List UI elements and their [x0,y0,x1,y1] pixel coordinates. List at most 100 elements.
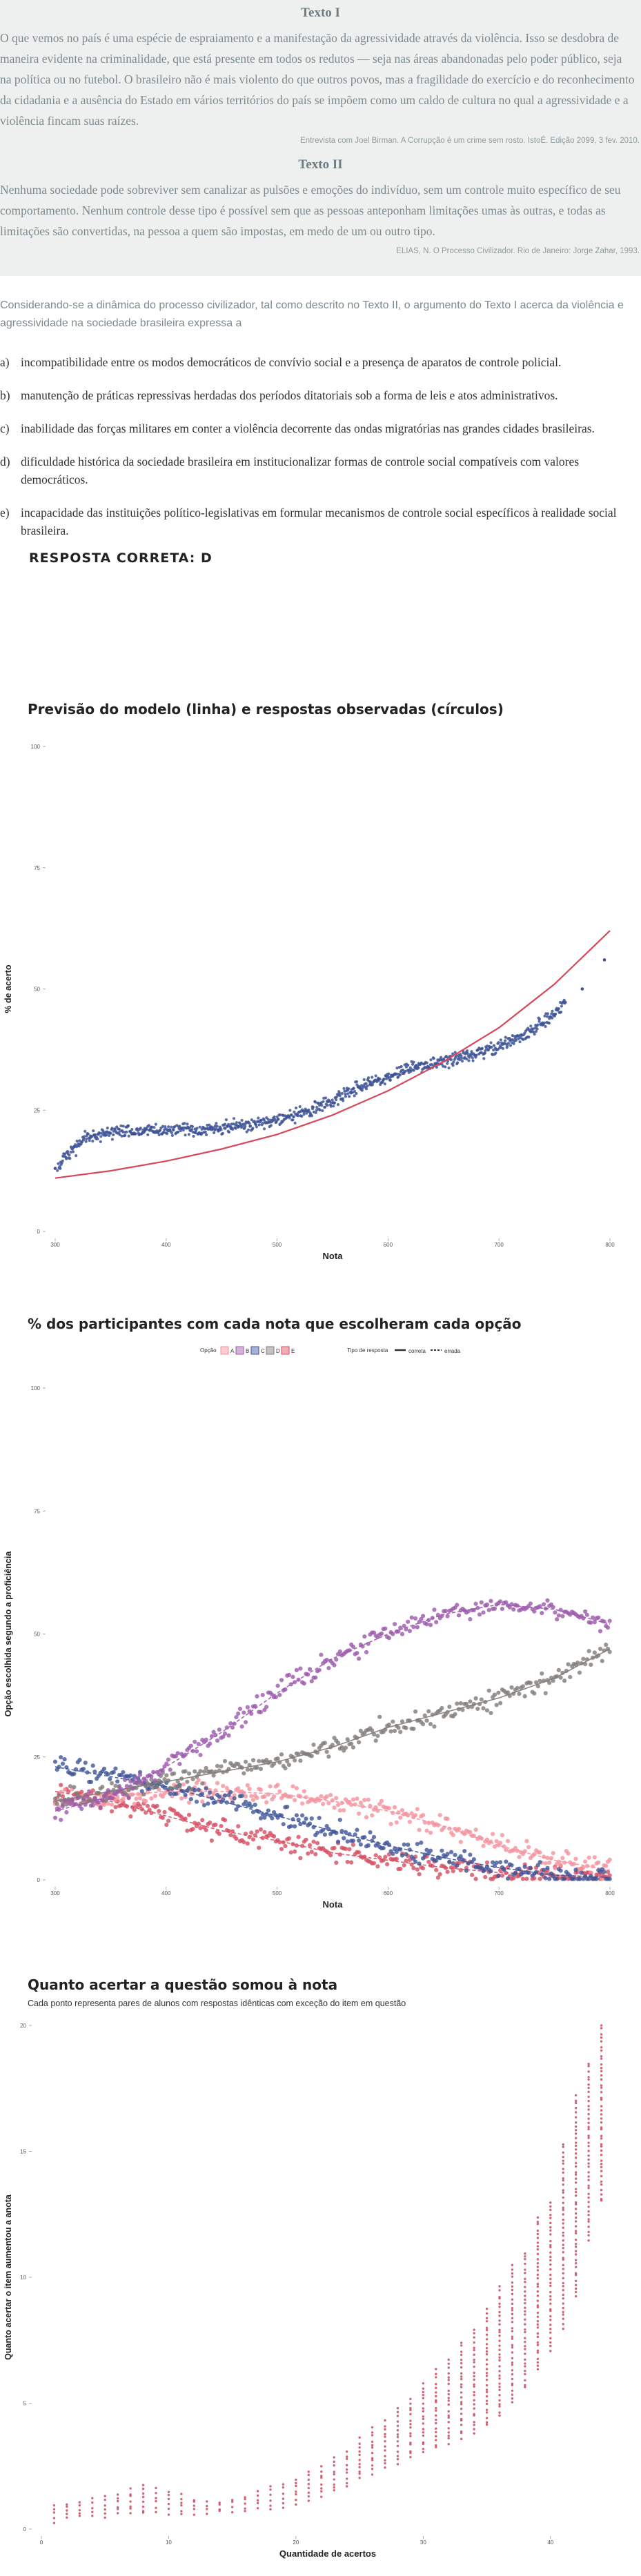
pair-point [129,2500,132,2503]
observed-point [533,1032,536,1036]
option-E-point [435,1875,441,1880]
option-E-point [255,1829,259,1834]
pair-point [587,2165,590,2168]
pair-point [447,2397,450,2399]
observed-point [492,1048,495,1052]
observed-point [63,1152,67,1156]
option-D-point [375,1734,380,1738]
pair-point [460,2424,463,2426]
option-A-point [355,1796,359,1801]
pair-point [511,2285,514,2288]
observed-point [455,1054,458,1058]
option-B-point [260,1692,265,1698]
option-D-point [357,1740,362,1745]
pair-point [600,2134,603,2137]
pair-point [422,2431,425,2434]
option-B-point [258,1710,264,1714]
option-D-point [428,1722,433,1727]
pair-point [549,2221,552,2225]
pair-point [549,2302,552,2305]
option-E-point [373,1853,378,1858]
pair-point [549,2243,552,2247]
pair-point [562,2281,564,2285]
option-D-point [255,1765,259,1770]
x-axis-label: Nota [323,1899,344,1910]
observed-point [471,1059,475,1062]
option-B-point [81,1796,86,1801]
option-E-point [228,1832,233,1838]
option-E-point [253,1833,257,1838]
option-B-point [507,1605,512,1610]
option-C-point [547,1876,552,1881]
observed-point [374,1074,377,1078]
pair-point [473,2424,475,2426]
observed-point [332,1104,335,1108]
pair-point [549,2263,552,2266]
observed-point [198,1125,201,1129]
observed-point [275,1115,279,1119]
option-B-point [419,1616,424,1622]
pair-point [435,2383,437,2386]
option-A-point [250,1797,256,1803]
option-B-point [236,1711,241,1716]
observed-point [371,1083,374,1087]
pair-point [409,2432,412,2435]
observed-point [455,1061,460,1064]
option-B-point [190,1749,195,1754]
pair-point [587,2230,590,2233]
pair-point [524,2298,526,2301]
pair-point [473,2421,475,2424]
pair-point [549,2295,552,2298]
pair-point [536,2258,540,2261]
observed-point [329,1104,333,1108]
observed-point [400,1064,403,1069]
pair-point [574,2194,578,2197]
x-tick-label: 400 [161,1890,171,1896]
option-D-point [492,1692,497,1697]
observed-point [170,1133,174,1137]
option-B-point [277,1692,282,1698]
option-C-point [558,1868,563,1873]
observed-point [66,1149,70,1153]
pair-point [536,2326,540,2329]
pair-point [524,2379,526,2382]
option-B-point [313,1675,318,1680]
y-tick-label: 0 [37,1229,41,1235]
pair-point [562,2293,564,2297]
pair-point [282,2493,285,2495]
pair-point [485,2328,489,2332]
observed-point [538,1020,541,1023]
pair-point [562,2258,564,2261]
option-D-point [538,1678,542,1683]
observed-point [324,1096,328,1100]
option-C-point [298,1822,303,1827]
option-B-point [188,1743,193,1748]
pair-point [549,2324,552,2326]
pair-point [511,2298,514,2301]
observed-point [288,1116,291,1120]
option-B-point [607,1618,612,1623]
option-B-point [583,1609,588,1614]
option-D-point [157,1778,161,1783]
option-D-point [475,1706,480,1712]
observed-point [300,1114,304,1118]
pair-point [333,2489,335,2492]
pair-point [600,2027,603,2030]
pair-point [307,2486,310,2490]
option-D-point [581,1656,586,1661]
y-tick-label: 50 [34,1632,40,1638]
option-D-point [479,1697,484,1702]
pair-point [371,2446,374,2449]
option-C-point [458,1854,463,1859]
option-A-point [324,1794,329,1799]
option-A-point [59,1790,63,1794]
pair-point [435,2430,437,2434]
pair-point [103,2512,106,2515]
pair-point [447,2421,450,2424]
observed-point [580,987,584,991]
option-D-point [298,1758,303,1763]
pair-point [511,2330,514,2332]
option-E-point [404,1859,408,1863]
option-D-point [592,1650,597,1655]
option-E-point [394,1856,399,1861]
